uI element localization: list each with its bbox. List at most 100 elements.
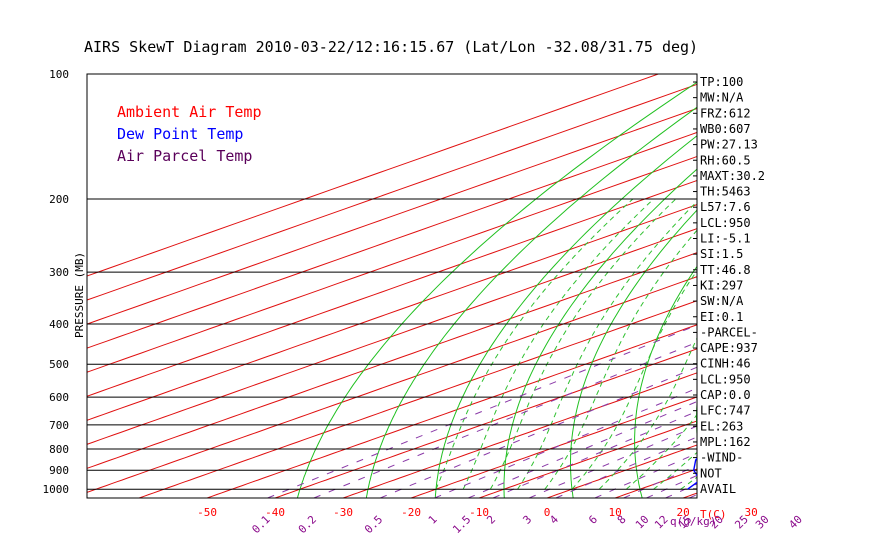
index-entry: TP:100 xyxy=(700,75,743,89)
bottom-temp-tick-label: 20 xyxy=(676,506,689,519)
mixing-ratio-line xyxy=(380,366,697,498)
index-entry: PW:27.13 xyxy=(700,138,758,152)
mixing-ratio-line xyxy=(313,341,697,498)
index-entry: SI:1.5 xyxy=(700,247,743,261)
isotherm-line xyxy=(410,396,697,498)
isotherm-line xyxy=(87,107,697,325)
pressure-tick-label: 800 xyxy=(49,443,69,456)
isotherm-line xyxy=(87,276,697,493)
moist-adiabat-line xyxy=(653,451,697,490)
index-entry: EL:263 xyxy=(700,419,743,433)
pressure-tick-label: 100 xyxy=(49,68,69,81)
isotherm-line xyxy=(819,74,870,498)
index-entry: LCL:950 xyxy=(700,372,751,386)
isotherm-line xyxy=(87,204,697,421)
index-entry: EI:0.1 xyxy=(700,310,743,324)
isotherm-line xyxy=(87,131,697,349)
index-entry: LI:-5.1 xyxy=(700,232,751,246)
index-entry: FRZ:612 xyxy=(700,106,751,120)
mixing-ratio-tick-label: 1 xyxy=(426,513,440,527)
isotherm-line xyxy=(546,444,697,498)
dry-adiabat-line xyxy=(365,106,697,498)
index-entry: TH:5463 xyxy=(700,185,751,199)
moist-adiabat-line xyxy=(517,200,697,490)
index-entry: MW:N/A xyxy=(700,91,744,105)
legend: Ambient Air Temp Dew Point Temp Air Parcel… xyxy=(117,103,262,165)
series-line-ambient-air-temp xyxy=(732,74,870,489)
series-line-dew-point-temp xyxy=(687,457,697,490)
mixing-ratio-tick-label: 12 xyxy=(652,513,671,532)
mixing-ratio-tick-label: 0.5 xyxy=(362,513,385,536)
mixing-ratio-tick-label: 4 xyxy=(547,513,561,527)
mixing-ratio-line xyxy=(646,474,697,498)
pressure-tick-label: 200 xyxy=(49,193,69,206)
index-entry: -WIND- xyxy=(700,451,743,465)
mixing-ratio-tick-label: 6 xyxy=(586,513,600,527)
index-entry: TT:46.8 xyxy=(700,263,751,277)
mixing-ratio-tick-label: 0.2 xyxy=(296,513,319,536)
moist-adiabat-line xyxy=(790,199,870,489)
mixing-ratio-line xyxy=(468,400,697,498)
bottom-temp-tick-label: -30 xyxy=(333,506,353,519)
mixing-ratio-line xyxy=(800,324,870,498)
pressure-tick-label: 600 xyxy=(49,391,69,404)
pressure-tick-label: 700 xyxy=(49,419,69,432)
index-entry: CINH:46 xyxy=(700,357,751,371)
index-entry: RH:60.5 xyxy=(700,153,751,167)
dry-adiabat-line xyxy=(570,209,697,498)
temperature-unit-label: T(C) xyxy=(700,508,727,521)
index-entry: CAP:0.0 xyxy=(700,388,751,402)
cape-hatching xyxy=(825,254,870,408)
dry-adiabat-line xyxy=(503,168,697,498)
isotherm-line xyxy=(87,179,697,397)
bottom-temp-tick-label: 0 xyxy=(544,506,551,519)
dry-adiabat-line xyxy=(634,265,697,498)
pressure-tick-label: 900 xyxy=(49,464,69,477)
isotherm-line xyxy=(751,74,870,498)
isotherm-line xyxy=(87,228,697,445)
index-entry: LCL:950 xyxy=(700,216,751,230)
isotherm-line xyxy=(478,420,697,498)
mixing-ratio-line xyxy=(267,324,697,498)
thermodynamic-grid xyxy=(87,74,870,498)
profile-lines xyxy=(687,74,870,490)
bottom-temp-tick-label: 10 xyxy=(608,506,621,519)
legend-entry: Ambient Air Temp xyxy=(117,103,262,121)
mixing-ratio-tick-label: 3 xyxy=(520,513,534,527)
index-entry: MAXT:30.2 xyxy=(700,169,765,183)
isotherm-line xyxy=(138,300,697,498)
dry-adiabat-line xyxy=(434,135,697,498)
mixing-ratio-line xyxy=(623,465,697,498)
mixing-ratio-tick-label: 8 xyxy=(615,513,629,527)
legend-entry: Air Parcel Temp xyxy=(117,147,252,165)
mixing-ratio-line xyxy=(434,387,697,498)
dry-adiabat-line xyxy=(756,74,870,498)
dry-adiabat-line xyxy=(814,74,870,498)
index-entry: WB0:607 xyxy=(700,122,751,136)
mixing-ratio-line xyxy=(492,410,697,498)
moist-adiabat-line xyxy=(626,413,697,490)
index-entry: MPL:162 xyxy=(700,435,751,449)
moist-adiabat-line xyxy=(817,199,870,489)
mixing-ratio-line xyxy=(746,324,870,498)
bottom-temp-tick-label: -20 xyxy=(401,506,421,519)
moist-adiabat-line xyxy=(762,199,870,489)
mixing-ratio-tick-label: 10 xyxy=(633,513,652,532)
isotherm-line xyxy=(87,252,697,469)
mixing-ratio-line xyxy=(767,324,870,498)
moist-adiabat-line xyxy=(544,229,697,490)
isotherm-line xyxy=(206,324,697,498)
isotherm-line xyxy=(342,372,697,498)
isotherm-line xyxy=(87,74,659,277)
moist-adiabat-line xyxy=(435,198,634,490)
mixing-ratio-line xyxy=(594,452,697,498)
isotherm-line xyxy=(87,83,697,301)
y-axis-label: PRESSURE (MB) xyxy=(73,252,86,338)
pressure-tick-label: 400 xyxy=(49,318,69,331)
legend-entry: Dew Point Temp xyxy=(117,125,243,143)
bottom-temp-tick-label: -50 xyxy=(197,506,217,519)
bottom-temp-tick-label: -40 xyxy=(265,506,285,519)
index-entry: LFC:747 xyxy=(700,404,751,418)
